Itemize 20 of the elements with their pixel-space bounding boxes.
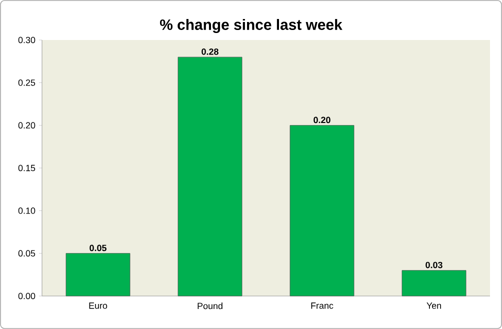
y-tick-label: 0.00 bbox=[18, 292, 36, 300]
bar bbox=[178, 56, 242, 296]
x-tick-label: Yen bbox=[426, 302, 441, 309]
y-tick-label: 0.25 bbox=[18, 79, 36, 86]
data-label: 0.05 bbox=[90, 244, 106, 252]
x-tick-label: Euro bbox=[89, 302, 108, 309]
y-tick-label: 0.10 bbox=[18, 207, 36, 214]
bar bbox=[402, 270, 466, 296]
data-label: 0.20 bbox=[314, 116, 330, 124]
bar bbox=[290, 125, 354, 296]
chart-title: % change since last week bbox=[160, 19, 342, 34]
y-tick-label: 0.30 bbox=[18, 36, 36, 44]
y-tick-label: 0.05 bbox=[18, 250, 36, 257]
x-tick-label: Franc bbox=[311, 302, 334, 309]
data-label: 0.03 bbox=[426, 262, 442, 268]
bar bbox=[66, 253, 130, 296]
x-tick-label: Pound bbox=[198, 302, 222, 310]
y-tick-label: 0.15 bbox=[18, 164, 36, 172]
y-tick-label: 0.20 bbox=[18, 122, 36, 129]
data-label: 0.28 bbox=[202, 48, 218, 55]
